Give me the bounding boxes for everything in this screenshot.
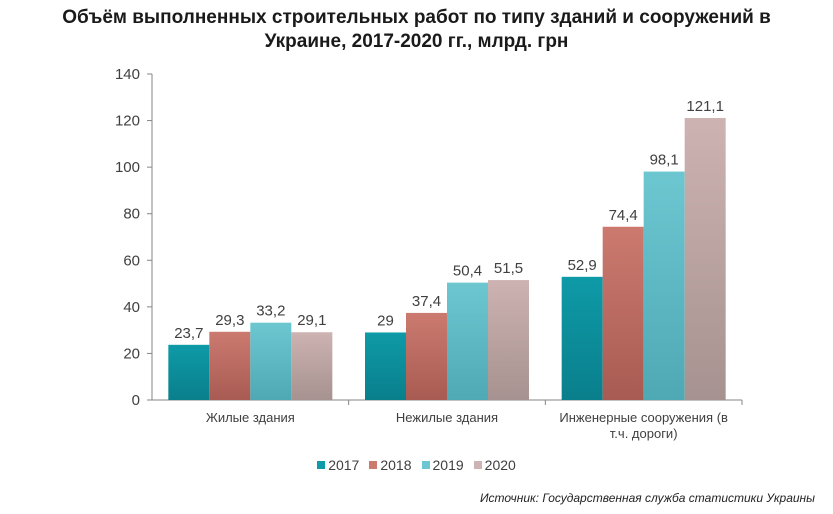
legend-item-2017: 2017 (317, 457, 359, 473)
data-label: 33,2 (256, 303, 285, 320)
chart-title: Объём выполненных строительных работ по … (0, 6, 833, 54)
data-label: 29,3 (215, 312, 244, 329)
data-label: 98,1 (650, 152, 679, 169)
legend-swatch (369, 461, 378, 469)
y-tick-label: 20 (123, 345, 140, 362)
x-category-label: Жилые здания (206, 410, 295, 425)
source-note: Источник: Государственная служба статист… (479, 491, 815, 505)
y-tick-label: 120 (115, 113, 140, 130)
bar-2018-0 (209, 331, 251, 400)
data-label: 29,1 (297, 312, 326, 329)
bar-2018-1 (406, 312, 447, 400)
bar-2020-0 (291, 332, 333, 400)
legend-swatch (421, 461, 430, 469)
data-label: 29 (377, 312, 394, 329)
bar-2018-2 (602, 226, 644, 400)
bar-2020-1 (488, 280, 529, 400)
data-labels: 23,7 29,3 33,2 29,1 29 37,4 50,4 51,5 52,9 74,4 98… (174, 98, 724, 342)
bars (168, 118, 726, 400)
legend: 2017 2018 2019 2020 (0, 457, 833, 473)
y-tick-label: 80 (123, 206, 140, 223)
legend-swatch (473, 461, 482, 469)
legend-label: 2019 (432, 457, 464, 473)
x-category-label: Нежилые здания (396, 410, 498, 425)
data-label: 50,4 (453, 263, 482, 280)
legend-label: 2018 (380, 457, 412, 473)
legend-item-2018: 2018 (369, 457, 412, 473)
bar-2019-1 (447, 282, 488, 400)
legend-label: 2017 (328, 457, 360, 473)
x-category-label: Инженерные сооружения (в (559, 410, 728, 425)
y-tick-label: 40 (123, 299, 140, 316)
legend-swatch (317, 461, 326, 469)
data-label: 74,4 (609, 207, 638, 224)
legend-label: 2020 (484, 457, 516, 473)
bar-2017-2 (561, 276, 603, 400)
bar-2019-0 (250, 322, 292, 400)
bar-2017-1 (365, 332, 406, 400)
legend-item-2019: 2019 (421, 457, 464, 473)
y-tick-label: 100 (115, 159, 140, 176)
legend-item-2020: 2020 (473, 457, 516, 473)
chart-title-line-1: Объём выполненных строительных работ по … (62, 7, 771, 28)
data-label: 52,9 (568, 257, 597, 274)
y-tick-label: 0 (132, 392, 140, 409)
x-category-label: т.ч. дороги) (610, 426, 678, 441)
data-label: 121,1 (686, 98, 724, 115)
bar-2017-0 (168, 344, 210, 400)
data-label: 37,4 (412, 293, 441, 310)
data-label: 51,5 (494, 260, 523, 277)
bar-2019-2 (643, 171, 685, 400)
data-label: 23,7 (174, 325, 203, 342)
chart-title-line-2: Украине, 2017-2020 гг., млрд. грн (264, 31, 569, 52)
bar-2020-2 (684, 118, 726, 400)
y-tick-label: 140 (115, 66, 140, 83)
y-tick-label: 60 (123, 252, 140, 269)
